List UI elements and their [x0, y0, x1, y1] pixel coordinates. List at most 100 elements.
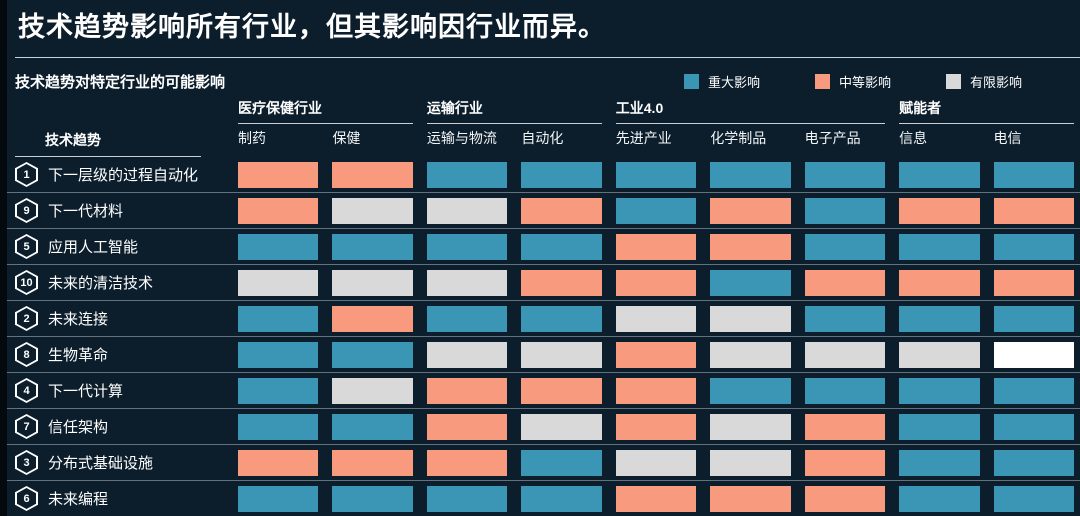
- trend-label: 下一层级的过程自动化: [48, 167, 199, 184]
- trend-number: 9: [17, 200, 36, 221]
- trend-label-cell: 9 下一代材料: [15, 198, 224, 223]
- column-header: 信息: [899, 130, 928, 146]
- impact-cell: [426, 377, 508, 404]
- column-header: 电子产品: [804, 130, 861, 146]
- impact-cell: [521, 197, 602, 224]
- impact-cell: [238, 377, 319, 404]
- trend-number: 3: [17, 452, 36, 473]
- legend-label: 中等影响: [838, 74, 891, 90]
- impact-cell: [426, 449, 508, 476]
- impact-cell: [615, 161, 697, 188]
- trend-label-cell: 6 未来编程: [15, 486, 224, 511]
- trend-number-badge: 7: [15, 414, 38, 439]
- trend-number-badge: 1: [15, 162, 38, 187]
- impact-cell: [615, 341, 697, 368]
- column-group-header: 运输行业: [426, 98, 602, 124]
- impact-cell: [521, 377, 602, 404]
- trend-label-cell: 4 下一代计算: [15, 378, 224, 403]
- trend-number-badge: 3: [15, 450, 38, 475]
- impact-cell: [804, 197, 886, 224]
- impact-cell: [238, 197, 319, 224]
- legend-label: 重大影响: [707, 74, 760, 90]
- impact-cell: [804, 485, 886, 512]
- column-header: 保健: [332, 130, 361, 146]
- impact-cell: [332, 341, 413, 368]
- impact-cell: [710, 413, 791, 440]
- legend-item: 有限影响: [945, 72, 1022, 91]
- impact-cell: [899, 233, 980, 260]
- chart-subtitle: 技术趋势对特定行业的可能影响: [15, 73, 226, 91]
- trend-label-cell: 3 分布式基础设施: [15, 450, 224, 475]
- impact-cell: [521, 413, 602, 440]
- trend-number-badge: 4: [15, 378, 38, 403]
- legend-label: 有限影响: [969, 74, 1022, 90]
- trend-label: 应用人工智能: [48, 239, 139, 256]
- trend-label-cell: 10 未来的清洁技术: [15, 270, 224, 295]
- column-group-header-row: 医疗保健行业 运输行业 工业4.0 赋能者: [0, 98, 1080, 124]
- trend-number: 4: [17, 380, 36, 401]
- trend-label: 未来连接: [48, 311, 109, 328]
- impact-cell: [332, 161, 413, 188]
- trend-label: 分布式基础设施: [48, 455, 154, 472]
- trend-column-header: 技术趋势: [15, 130, 201, 157]
- trend-number: 8: [17, 344, 36, 365]
- impact-cell: [710, 161, 791, 188]
- legend-swatch: [814, 73, 830, 89]
- impact-cell: [899, 269, 980, 296]
- impact-cell: [332, 269, 413, 296]
- trend-row: 10 未来的清洁技术: [0, 265, 1080, 301]
- impact-cell: [426, 305, 508, 332]
- impact-cell: [332, 305, 413, 332]
- trend-number: 2: [17, 308, 36, 329]
- trend-number-badge: 9: [15, 198, 38, 223]
- impact-cell: [710, 305, 791, 332]
- trend-label: 信任架构: [48, 419, 109, 436]
- trend-row: 9 下一代材料: [0, 193, 1080, 229]
- impact-cell: [426, 485, 508, 512]
- impact-cell: [521, 233, 602, 260]
- impact-cell: [804, 449, 886, 476]
- impact-cell: [238, 233, 319, 260]
- impact-cell: [710, 233, 791, 260]
- trend-number-badge: 8: [15, 342, 38, 367]
- trend-row: 5 应用人工智能: [0, 229, 1080, 265]
- trend-label-cell: 5 应用人工智能: [15, 234, 224, 259]
- impact-cell: [710, 269, 791, 296]
- column-group-header: 医疗保健行业: [238, 98, 413, 124]
- impact-cell: [804, 233, 886, 260]
- column-header: 制药: [238, 130, 266, 146]
- legend: 重大影响 中等影响 有限影响: [683, 72, 1022, 91]
- impact-cell: [521, 449, 602, 476]
- trend-number: 5: [17, 236, 36, 257]
- trend-number-badge: 2: [15, 306, 38, 331]
- column-header: 化学制品: [710, 130, 767, 146]
- column-header: 自动化: [521, 130, 564, 146]
- trend-row: 8 生物革命: [0, 337, 1080, 373]
- impact-cell: [993, 449, 1074, 476]
- trend-number-badge: 6: [15, 486, 38, 511]
- impact-cell: [521, 269, 602, 296]
- impact-cell: [710, 197, 791, 224]
- impact-cell: [899, 341, 980, 368]
- impact-cell: [238, 413, 319, 440]
- impact-cell: [993, 413, 1074, 440]
- impact-cell: [993, 233, 1074, 260]
- impact-cell: [238, 449, 319, 476]
- impact-cell: [804, 341, 886, 368]
- impact-cell: [615, 305, 697, 332]
- column-group-header: 赋能者: [899, 98, 1074, 124]
- impact-cell: [899, 449, 980, 476]
- impact-cell: [332, 233, 413, 260]
- trend-row: 1 下一层级的过程自动化: [0, 157, 1080, 193]
- impact-cell: [899, 485, 980, 512]
- impact-cell: [238, 269, 319, 296]
- title-divider: [15, 57, 1080, 58]
- impact-cell: [993, 377, 1074, 404]
- impact-cell: [710, 449, 791, 476]
- trend-number-badge: 10: [15, 270, 38, 295]
- legend-item: 中等影响: [814, 72, 891, 91]
- impact-table-body: 1 下一层级的过程自动化 9 下一代材料 5 应用人工智能 10 未来的清洁技术 2 未来连接 8 生…: [0, 157, 1080, 516]
- trend-number: 1: [17, 164, 36, 185]
- trend-number: 7: [17, 416, 36, 437]
- trend-row: 4 下一代计算: [0, 373, 1080, 409]
